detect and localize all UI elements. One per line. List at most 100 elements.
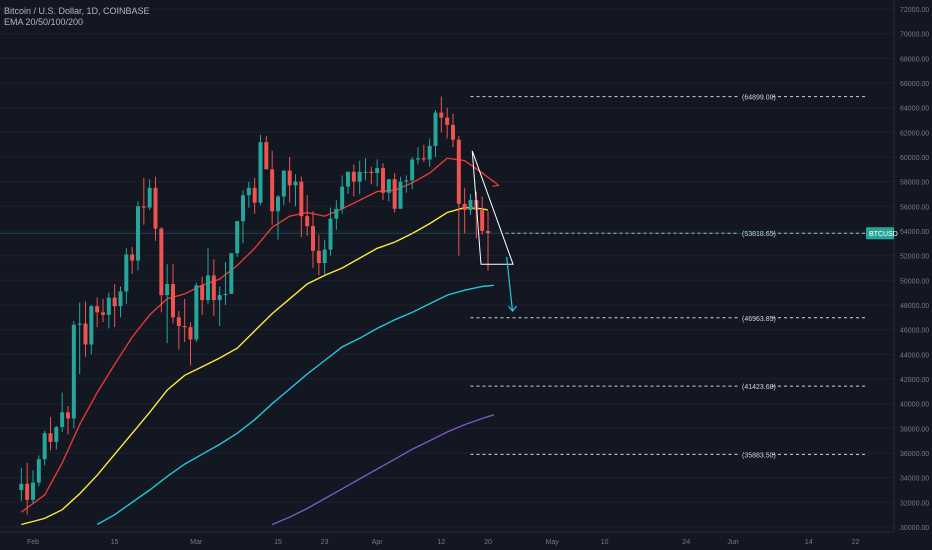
candle[interactable] (211, 259, 216, 317)
candle[interactable] (89, 305, 94, 355)
candle[interactable] (100, 298, 105, 323)
candle[interactable] (299, 176, 304, 238)
candle[interactable] (322, 239, 327, 275)
candle[interactable] (194, 282, 199, 342)
price-level[interactable]: (41423.68) (470, 384, 866, 391)
candle[interactable] (340, 175, 345, 214)
candle[interactable] (480, 196, 485, 235)
candle[interactable] (421, 144, 426, 162)
candle[interactable] (106, 292, 111, 329)
candle[interactable] (42, 430, 47, 466)
candle[interactable] (258, 134, 263, 206)
candle[interactable] (305, 195, 310, 236)
candle[interactable] (380, 163, 385, 201)
candle[interactable] (124, 248, 129, 304)
candle[interactable] (217, 286, 222, 326)
candle[interactable] (83, 301, 88, 357)
price-level[interactable]: (46963.85) (470, 316, 866, 323)
price-axis[interactable]: 30000.00 32000.00 34000.00 36000.00 38000.00… (866, 0, 929, 532)
time-tick-label: 15 (111, 539, 119, 546)
candle[interactable] (456, 136, 461, 256)
candle[interactable] (118, 286, 123, 318)
candle[interactable] (235, 221, 240, 257)
candle[interactable] (281, 170, 286, 206)
candle[interactable] (205, 248, 210, 304)
candle[interactable] (264, 136, 269, 170)
candle[interactable] (246, 181, 251, 208)
candle[interactable] (293, 174, 298, 207)
candle-body (299, 181, 304, 217)
candle[interactable] (439, 96, 444, 133)
candle[interactable] (316, 234, 321, 276)
candle[interactable] (159, 227, 164, 313)
candle[interactable] (165, 264, 170, 344)
candle[interactable] (188, 322, 193, 366)
candle[interactable] (170, 264, 175, 324)
candle[interactable] (65, 406, 70, 435)
candle[interactable] (71, 321, 76, 429)
candle[interactable] (410, 157, 415, 190)
candle[interactable] (404, 175, 409, 193)
candle[interactable] (112, 284, 117, 328)
candle[interactable] (275, 195, 280, 240)
candle[interactable] (375, 159, 380, 187)
candle[interactable] (270, 150, 275, 225)
candle[interactable] (77, 302, 82, 375)
time-axis[interactable]: Feb 15 Mar 15 23 Apr 12 20 May 10 24 Jun 14 22 (0, 531, 894, 546)
candle[interactable] (433, 110, 438, 157)
current-price-badge[interactable]: BTCUSD (866, 227, 898, 240)
candle[interactable] (485, 211, 490, 271)
candle[interactable] (450, 113, 455, 148)
candle[interactable] (328, 207, 333, 256)
candle[interactable] (462, 187, 467, 234)
candle[interactable] (415, 147, 420, 165)
candle[interactable] (240, 190, 245, 244)
candle[interactable] (130, 247, 135, 275)
candle[interactable] (60, 392, 65, 433)
candle[interactable] (427, 138, 432, 167)
candle[interactable] (31, 470, 35, 504)
candle-body (293, 181, 298, 186)
candle[interactable] (229, 253, 234, 294)
candle[interactable] (141, 177, 146, 225)
projection-arrow-line[interactable] (506, 256, 514, 312)
candle[interactable] (252, 177, 257, 214)
candle[interactable] (54, 425, 59, 450)
candle[interactable] (345, 171, 350, 194)
candle[interactable] (369, 166, 374, 185)
candle[interactable] (468, 194, 473, 215)
candle[interactable] (176, 311, 181, 350)
candle[interactable] (287, 157, 292, 203)
candle[interactable] (445, 107, 450, 139)
candle[interactable] (200, 276, 205, 315)
candle[interactable] (351, 164, 356, 197)
candle-body (433, 112, 438, 146)
candle[interactable] (48, 417, 53, 451)
symbol-title[interactable]: Bitcoin / U.S. Dollar, 1D, COINBASE (4, 6, 150, 16)
candle[interactable] (19, 467, 24, 502)
candle[interactable] (95, 297, 100, 328)
price-level[interactable]: (35883.50) (470, 452, 866, 459)
candle[interactable] (363, 158, 368, 181)
price-level[interactable]: (64899.00) (470, 95, 866, 102)
drawings[interactable] (0, 150, 894, 313)
candle[interactable] (223, 261, 228, 305)
candle[interactable] (135, 201, 140, 271)
candle[interactable] (392, 173, 397, 213)
candle[interactable] (334, 200, 339, 230)
candle[interactable] (147, 179, 152, 211)
indicator-legend[interactable]: EMA 20/50/100/200 (4, 17, 84, 27)
candles[interactable] (19, 96, 490, 515)
candle[interactable] (182, 298, 187, 342)
candle[interactable] (398, 176, 403, 209)
candle[interactable] (386, 179, 391, 202)
triangle-drawing[interactable] (471, 150, 514, 265)
candle[interactable] (25, 462, 30, 515)
candle[interactable] (310, 211, 315, 268)
candle[interactable] (357, 160, 362, 194)
candle[interactable] (36, 455, 41, 487)
candle[interactable] (153, 176, 158, 241)
price-levels[interactable]: (64899.00) (53818.65) (46963.85) (41423.68)… (470, 95, 866, 460)
price-tick-label: 46000.00 (900, 328, 929, 335)
